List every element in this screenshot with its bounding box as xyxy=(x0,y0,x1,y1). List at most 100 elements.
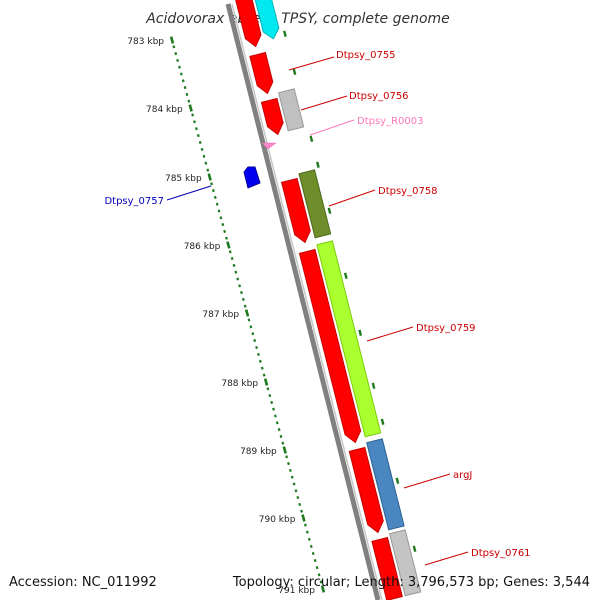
minor-tick xyxy=(288,468,292,472)
minor-tick xyxy=(202,154,206,158)
minor-tick xyxy=(270,400,274,404)
callout-line xyxy=(166,185,212,201)
minor-tick xyxy=(277,428,281,432)
cog-gray-band xyxy=(278,88,305,132)
minor-tick xyxy=(215,202,219,206)
minor-tick xyxy=(181,79,185,83)
kbp-tick-label: 786 kbp xyxy=(184,242,221,252)
track-tick xyxy=(371,382,376,389)
minor-tick xyxy=(185,92,189,96)
track-tick xyxy=(380,418,385,425)
track-tick xyxy=(358,329,363,336)
track-tick xyxy=(412,545,417,552)
minor-tick xyxy=(187,99,191,103)
gene-label: argJ xyxy=(453,470,472,481)
minor-tick xyxy=(268,394,272,398)
major-tick xyxy=(226,241,231,249)
kbp-tick-label: 791 kbp xyxy=(278,586,315,596)
minor-tick xyxy=(258,359,262,363)
minor-tick xyxy=(196,134,200,138)
major-tick xyxy=(263,378,269,386)
minor-tick xyxy=(236,277,240,281)
major-tick xyxy=(282,446,287,454)
minor-tick xyxy=(204,161,208,165)
gene-cds-arrow xyxy=(371,536,403,600)
gene-cds-arrow xyxy=(260,97,284,136)
minor-tick xyxy=(213,195,217,199)
kbp-tick-label: 790 kbp xyxy=(259,515,296,525)
minor-tick xyxy=(240,291,243,295)
minor-tick xyxy=(307,537,311,541)
minor-tick xyxy=(206,168,210,172)
cog-lime-band xyxy=(316,240,382,438)
minor-tick xyxy=(298,502,302,506)
minor-tick xyxy=(285,455,289,459)
minor-tick xyxy=(198,140,202,145)
minor-tick xyxy=(191,113,195,117)
minor-tick xyxy=(219,216,223,220)
major-tick xyxy=(169,36,175,44)
track-tick xyxy=(309,135,314,142)
cog-gray-band xyxy=(389,529,422,597)
callout-line xyxy=(288,56,335,71)
minor-tick xyxy=(247,318,251,322)
callout-line xyxy=(300,95,348,111)
major-tick xyxy=(188,104,193,112)
minor-tick xyxy=(193,120,196,124)
kbp-tick-label: 789 kbp xyxy=(240,447,277,457)
trna-marker xyxy=(261,142,277,150)
label-callouts: Dtpsy_0755 Dtpsy_0756 Dtpsy_R0003 Dtpsy_075… xyxy=(104,50,531,566)
minor-tick xyxy=(200,147,204,151)
minor-tick xyxy=(238,284,242,288)
gene-label: Dtpsy_0759 xyxy=(416,323,476,334)
minor-tick xyxy=(176,58,180,62)
kbp-tick-label: 785 kbp xyxy=(165,174,202,184)
minor-tick xyxy=(228,250,232,254)
minor-tick xyxy=(305,530,309,534)
minor-tick xyxy=(225,236,228,240)
minor-tick xyxy=(223,229,227,233)
minor-tick xyxy=(194,127,198,131)
track-tick xyxy=(316,161,320,168)
minor-tick xyxy=(315,566,319,570)
minor-tick xyxy=(309,544,313,548)
minor-tick xyxy=(266,387,270,391)
minor-tick xyxy=(260,366,264,370)
minor-tick xyxy=(290,475,294,479)
gene-cds-arrow xyxy=(298,248,362,444)
gene-label: Dtpsy_0756 xyxy=(349,91,409,102)
minor-tick xyxy=(178,65,181,69)
minor-tick xyxy=(210,182,213,186)
track-tick xyxy=(343,272,348,279)
minor-tick xyxy=(319,580,323,584)
minor-tick xyxy=(241,297,245,301)
minor-tick xyxy=(317,573,321,577)
track-tick xyxy=(292,68,297,75)
kbp-tick-label: 788 kbp xyxy=(221,379,258,389)
minor-tick xyxy=(249,325,253,329)
minor-tick xyxy=(279,434,283,438)
minor-tick xyxy=(234,270,238,274)
minor-tick xyxy=(303,523,307,527)
minor-tick xyxy=(174,52,178,56)
minor-tick xyxy=(262,373,266,377)
callout-line xyxy=(309,119,355,136)
cog-cyan-band xyxy=(254,0,280,40)
major-tick xyxy=(320,585,326,593)
minor-tick xyxy=(281,441,285,445)
minor-tick xyxy=(313,559,317,563)
minor-tick xyxy=(255,345,258,350)
minor-tick xyxy=(275,421,279,425)
callout-line xyxy=(366,326,414,342)
map-title: Acidovorax ebreus TPSY, complete genome xyxy=(145,11,450,27)
minor-tick xyxy=(243,304,247,308)
cog-olive-band xyxy=(298,169,332,239)
major-tick xyxy=(301,514,306,522)
gene-cds-arrow xyxy=(280,177,311,244)
gene-label: Dtpsy_0757 xyxy=(104,196,164,207)
gene-cds-arrow xyxy=(348,446,384,534)
major-tick xyxy=(207,173,212,181)
genome-summary-text: Topology: circular; Length: 3,796,573 bp… xyxy=(232,575,590,590)
callout-line xyxy=(424,551,469,566)
